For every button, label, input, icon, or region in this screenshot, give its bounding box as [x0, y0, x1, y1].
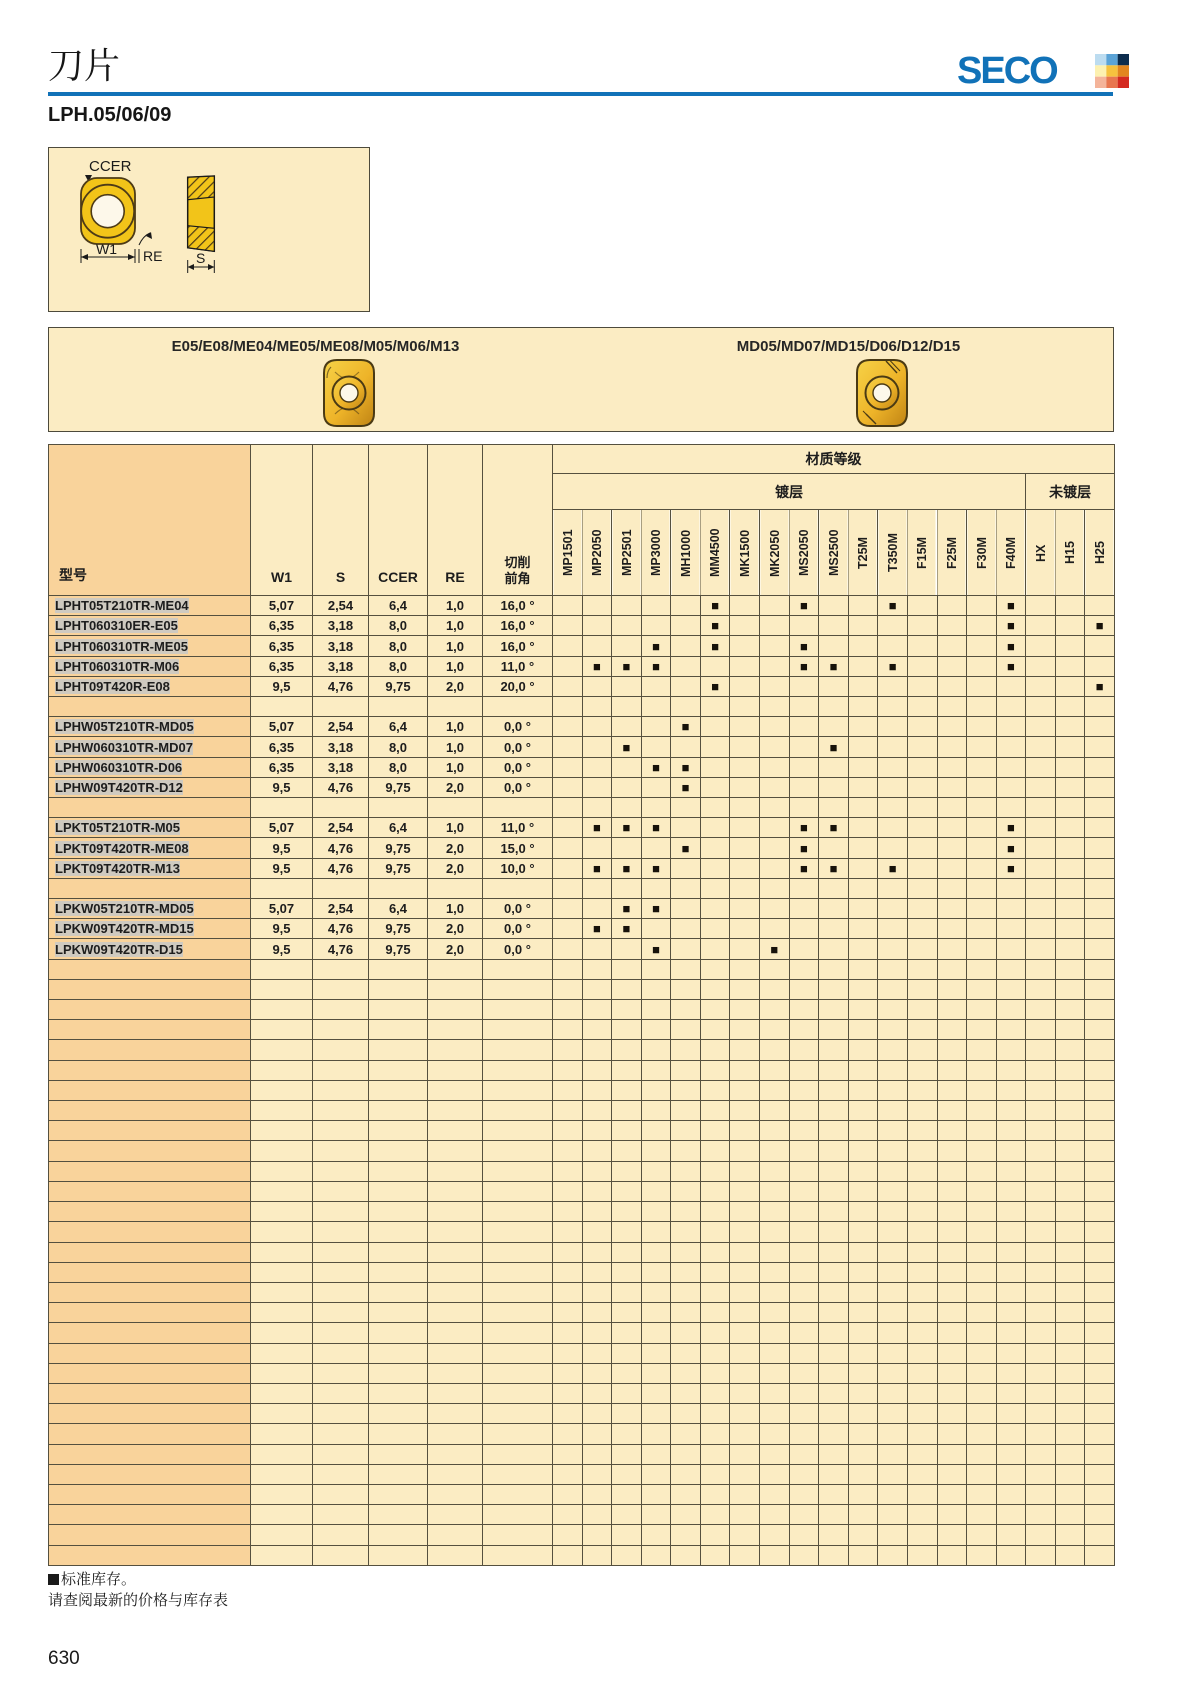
svg-text:SECO: SECO: [957, 50, 1057, 92]
svg-text:RE: RE: [143, 248, 162, 264]
svg-text:S: S: [196, 250, 205, 266]
svg-text:CCER: CCER: [89, 158, 132, 175]
svg-text:W1: W1: [96, 241, 117, 257]
